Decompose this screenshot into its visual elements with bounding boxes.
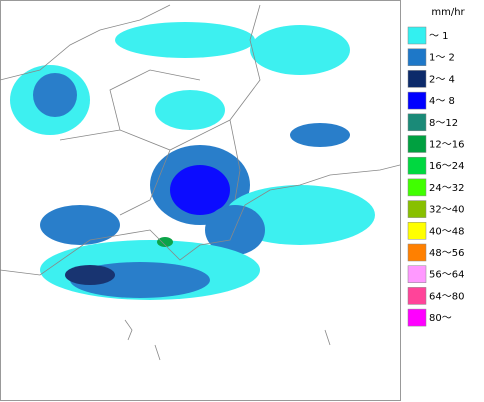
- echo: [155, 90, 225, 130]
- legend-swatch: [407, 70, 427, 88]
- legend-label: 8～12: [429, 118, 458, 129]
- legend-label: 80～: [429, 313, 452, 324]
- legend-swatch: [407, 91, 427, 110]
- legend-swatch: [407, 135, 427, 153]
- legend-swatch: [407, 156, 427, 175]
- echo: [65, 265, 115, 285]
- legend-label: 16～24: [429, 161, 464, 172]
- coastlines: [0, 4, 401, 361]
- legend-label: 4～ 8: [429, 96, 455, 107]
- echo: [290, 123, 350, 147]
- echo: [115, 22, 255, 58]
- legend-label: 24～32: [429, 183, 464, 194]
- legend-label: 12～16: [429, 140, 464, 151]
- island: [124, 319, 331, 361]
- echo: [170, 165, 230, 215]
- legend-label: 64～80: [429, 291, 464, 302]
- legend-swatch: [407, 48, 427, 66]
- legend-swatch: [407, 222, 427, 240]
- legend-swatch: [407, 26, 427, 45]
- legend-label: 32～40: [429, 205, 464, 216]
- legend-label: 40～48: [429, 226, 464, 237]
- radar-map: [0, 0, 401, 401]
- echo: [157, 237, 173, 247]
- legend-label: 2～ 4: [429, 74, 455, 85]
- legend-swatch: [407, 113, 427, 132]
- legend-label: 1～ 2: [429, 53, 455, 64]
- echo: [40, 205, 120, 245]
- echo: [33, 73, 77, 117]
- legend-swatch: [407, 287, 427, 305]
- echo: [250, 25, 350, 75]
- coastline: [0, 4, 401, 276]
- legend-swatch: [407, 308, 427, 327]
- legend-label: ～ 1: [429, 31, 449, 42]
- legend-label: 48～56: [429, 248, 464, 259]
- legend-swatch: [407, 200, 427, 218]
- legend-unit: mm/hr: [431, 7, 465, 18]
- prefecture-border: [59, 4, 261, 216]
- legend-swatch: [407, 265, 427, 283]
- echo: [205, 205, 265, 255]
- legend: ～ 1 1～ 2 2～ 4 4～ 8 8～12 12～16 16～24 24～32 32～40 4…: [407, 26, 464, 327]
- rain-echoes: [10, 22, 375, 300]
- legend-swatch: [407, 243, 427, 262]
- legend-swatch: [407, 178, 427, 197]
- legend-label: 56～64: [429, 270, 464, 281]
